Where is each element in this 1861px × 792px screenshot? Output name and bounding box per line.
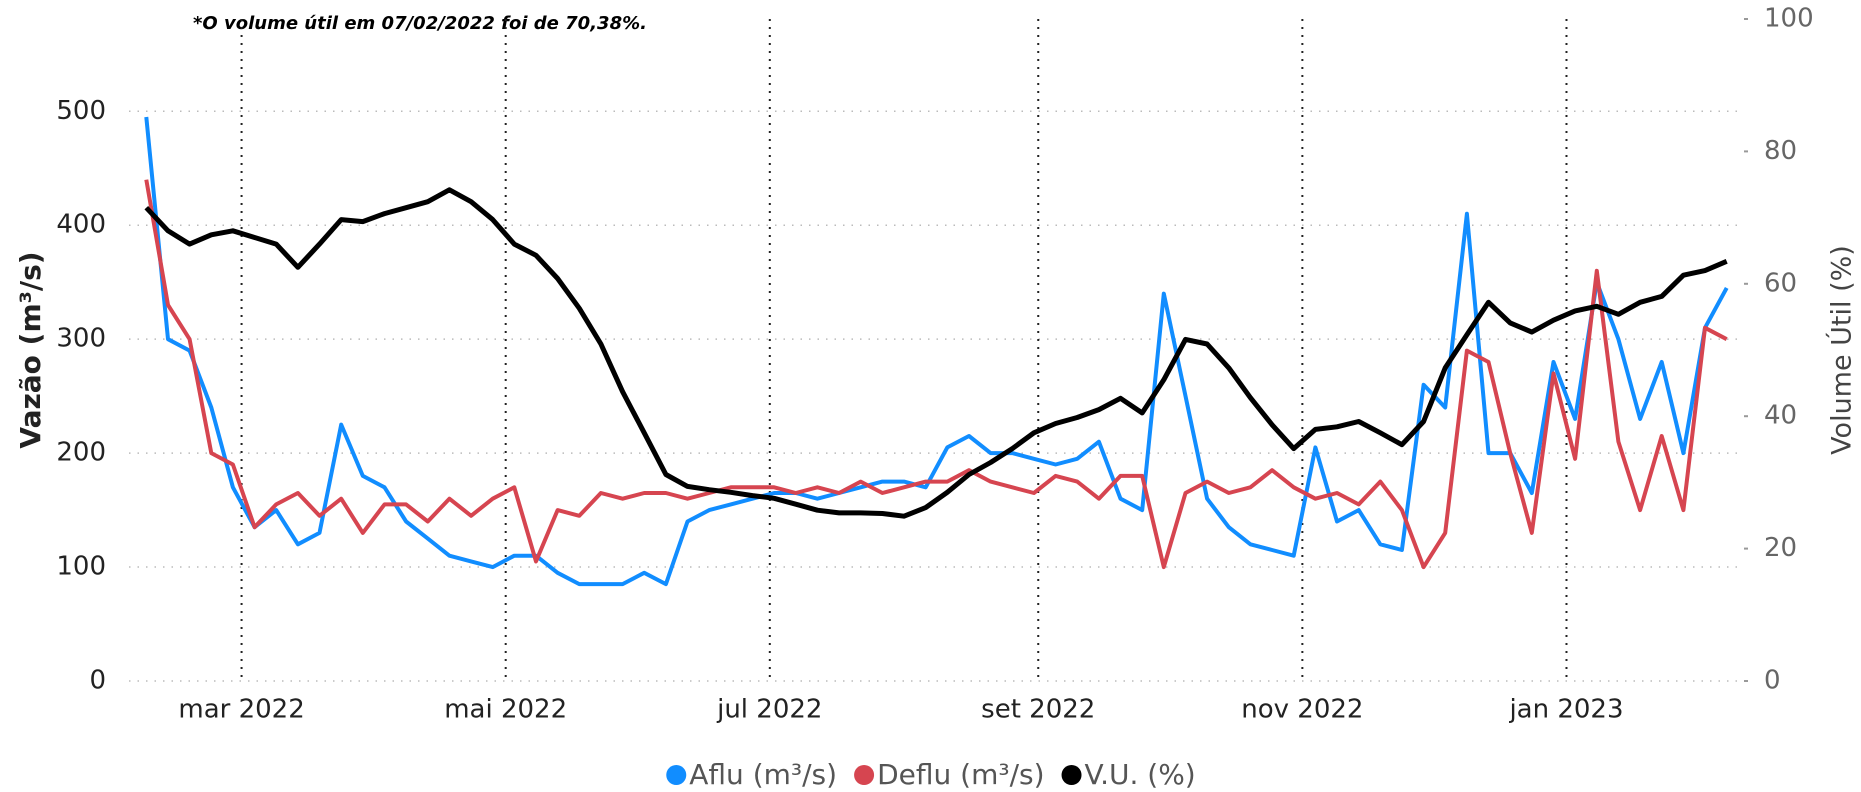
legend-item: Deflu (m³/s) <box>854 758 1045 791</box>
series-line <box>144 116 1729 587</box>
legend-label: Deflu (m³/s) <box>877 758 1044 791</box>
y-tick-label: 300 <box>56 324 106 354</box>
x-tick-label: nov 2022 <box>1241 695 1363 725</box>
y-tick-label: 400 <box>56 210 106 240</box>
legend-marker <box>666 765 687 785</box>
y-tick-label: 500 <box>56 96 106 126</box>
x-tick-label: jan 2023 <box>1508 695 1623 725</box>
y2-tick-label: 100 <box>1764 4 1814 34</box>
x-tick-label: set 2022 <box>981 695 1095 725</box>
series-line <box>144 179 1728 570</box>
y-tick-label: 0 <box>89 666 106 696</box>
y2-tick-label: 40 <box>1764 401 1797 431</box>
legend-marker <box>854 765 875 785</box>
y2-axis-title: Volume Útil (%) <box>1826 245 1858 455</box>
series-line <box>144 187 1728 519</box>
x-tick-label: jul 2022 <box>716 695 822 725</box>
x-tick-label: mar 2022 <box>178 695 304 725</box>
y-tick-label: 100 <box>56 552 106 582</box>
y-tick-label: 200 <box>56 438 106 468</box>
legend-item: Aflu (m³/s) <box>666 758 837 791</box>
legend-item: V.U. (%) <box>1061 758 1196 791</box>
y-axis-title: Vazão (m³/s) <box>14 251 47 448</box>
y2-tick-label: 80 <box>1764 136 1797 166</box>
legend-label: V.U. (%) <box>1085 758 1196 791</box>
y2-tick-label: 20 <box>1764 533 1797 563</box>
annotation: *O volume útil em 07/02/2022 foi de 70,3… <box>193 13 647 34</box>
legend-marker <box>1061 765 1082 785</box>
y2-tick-label: 60 <box>1764 268 1797 298</box>
legend-label: Aflu (m³/s) <box>689 758 837 791</box>
y2-tick-label: 0 <box>1764 666 1781 696</box>
legend: Aflu (m³/s) Deflu (m³/s) V.U. (%) <box>666 758 1196 791</box>
x-tick-label: mai 2022 <box>444 695 567 725</box>
